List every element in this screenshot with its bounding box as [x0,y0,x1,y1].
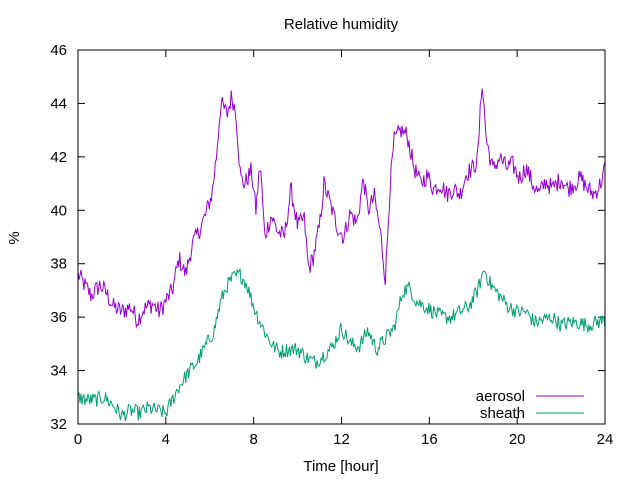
x-tick-label: 20 [509,431,526,448]
plot-frame [77,49,606,425]
x-tick-label: 8 [249,431,257,448]
x-tick-label: 24 [597,431,614,448]
y-tick-label: 36 [50,309,67,326]
y-tick-label: 40 [50,202,67,219]
y-tick-label: 34 [50,363,67,380]
legend-label-sheath: sheath [480,405,525,422]
y-tick-label: 32 [50,416,67,433]
y-tick-label: 44 [50,95,67,112]
y-tick-label: 38 [50,256,67,273]
y-axis-label: % [6,231,23,244]
chart-title: Relative humidity [284,16,399,33]
x-tick-label: 4 [162,431,170,448]
series-line-aerosol [77,88,606,329]
x-tick-label: 12 [333,431,350,448]
tick-labels: 0 4 8 12 16 20 24 32 34 36 38 40 42 44 46 [50,42,613,448]
series-line-sheath [77,268,606,422]
x-tick-label: 16 [421,431,438,448]
series-layer [77,88,606,422]
y-tick-label: 42 [50,149,67,166]
x-axis-label: Time [hour] [303,458,378,475]
legend: aerosol sheath [476,388,584,422]
y-tick-label: 46 [50,42,67,59]
ticks-layer [77,49,606,425]
legend-label-aerosol: aerosol [476,388,525,405]
x-tick-label: 0 [74,431,82,448]
